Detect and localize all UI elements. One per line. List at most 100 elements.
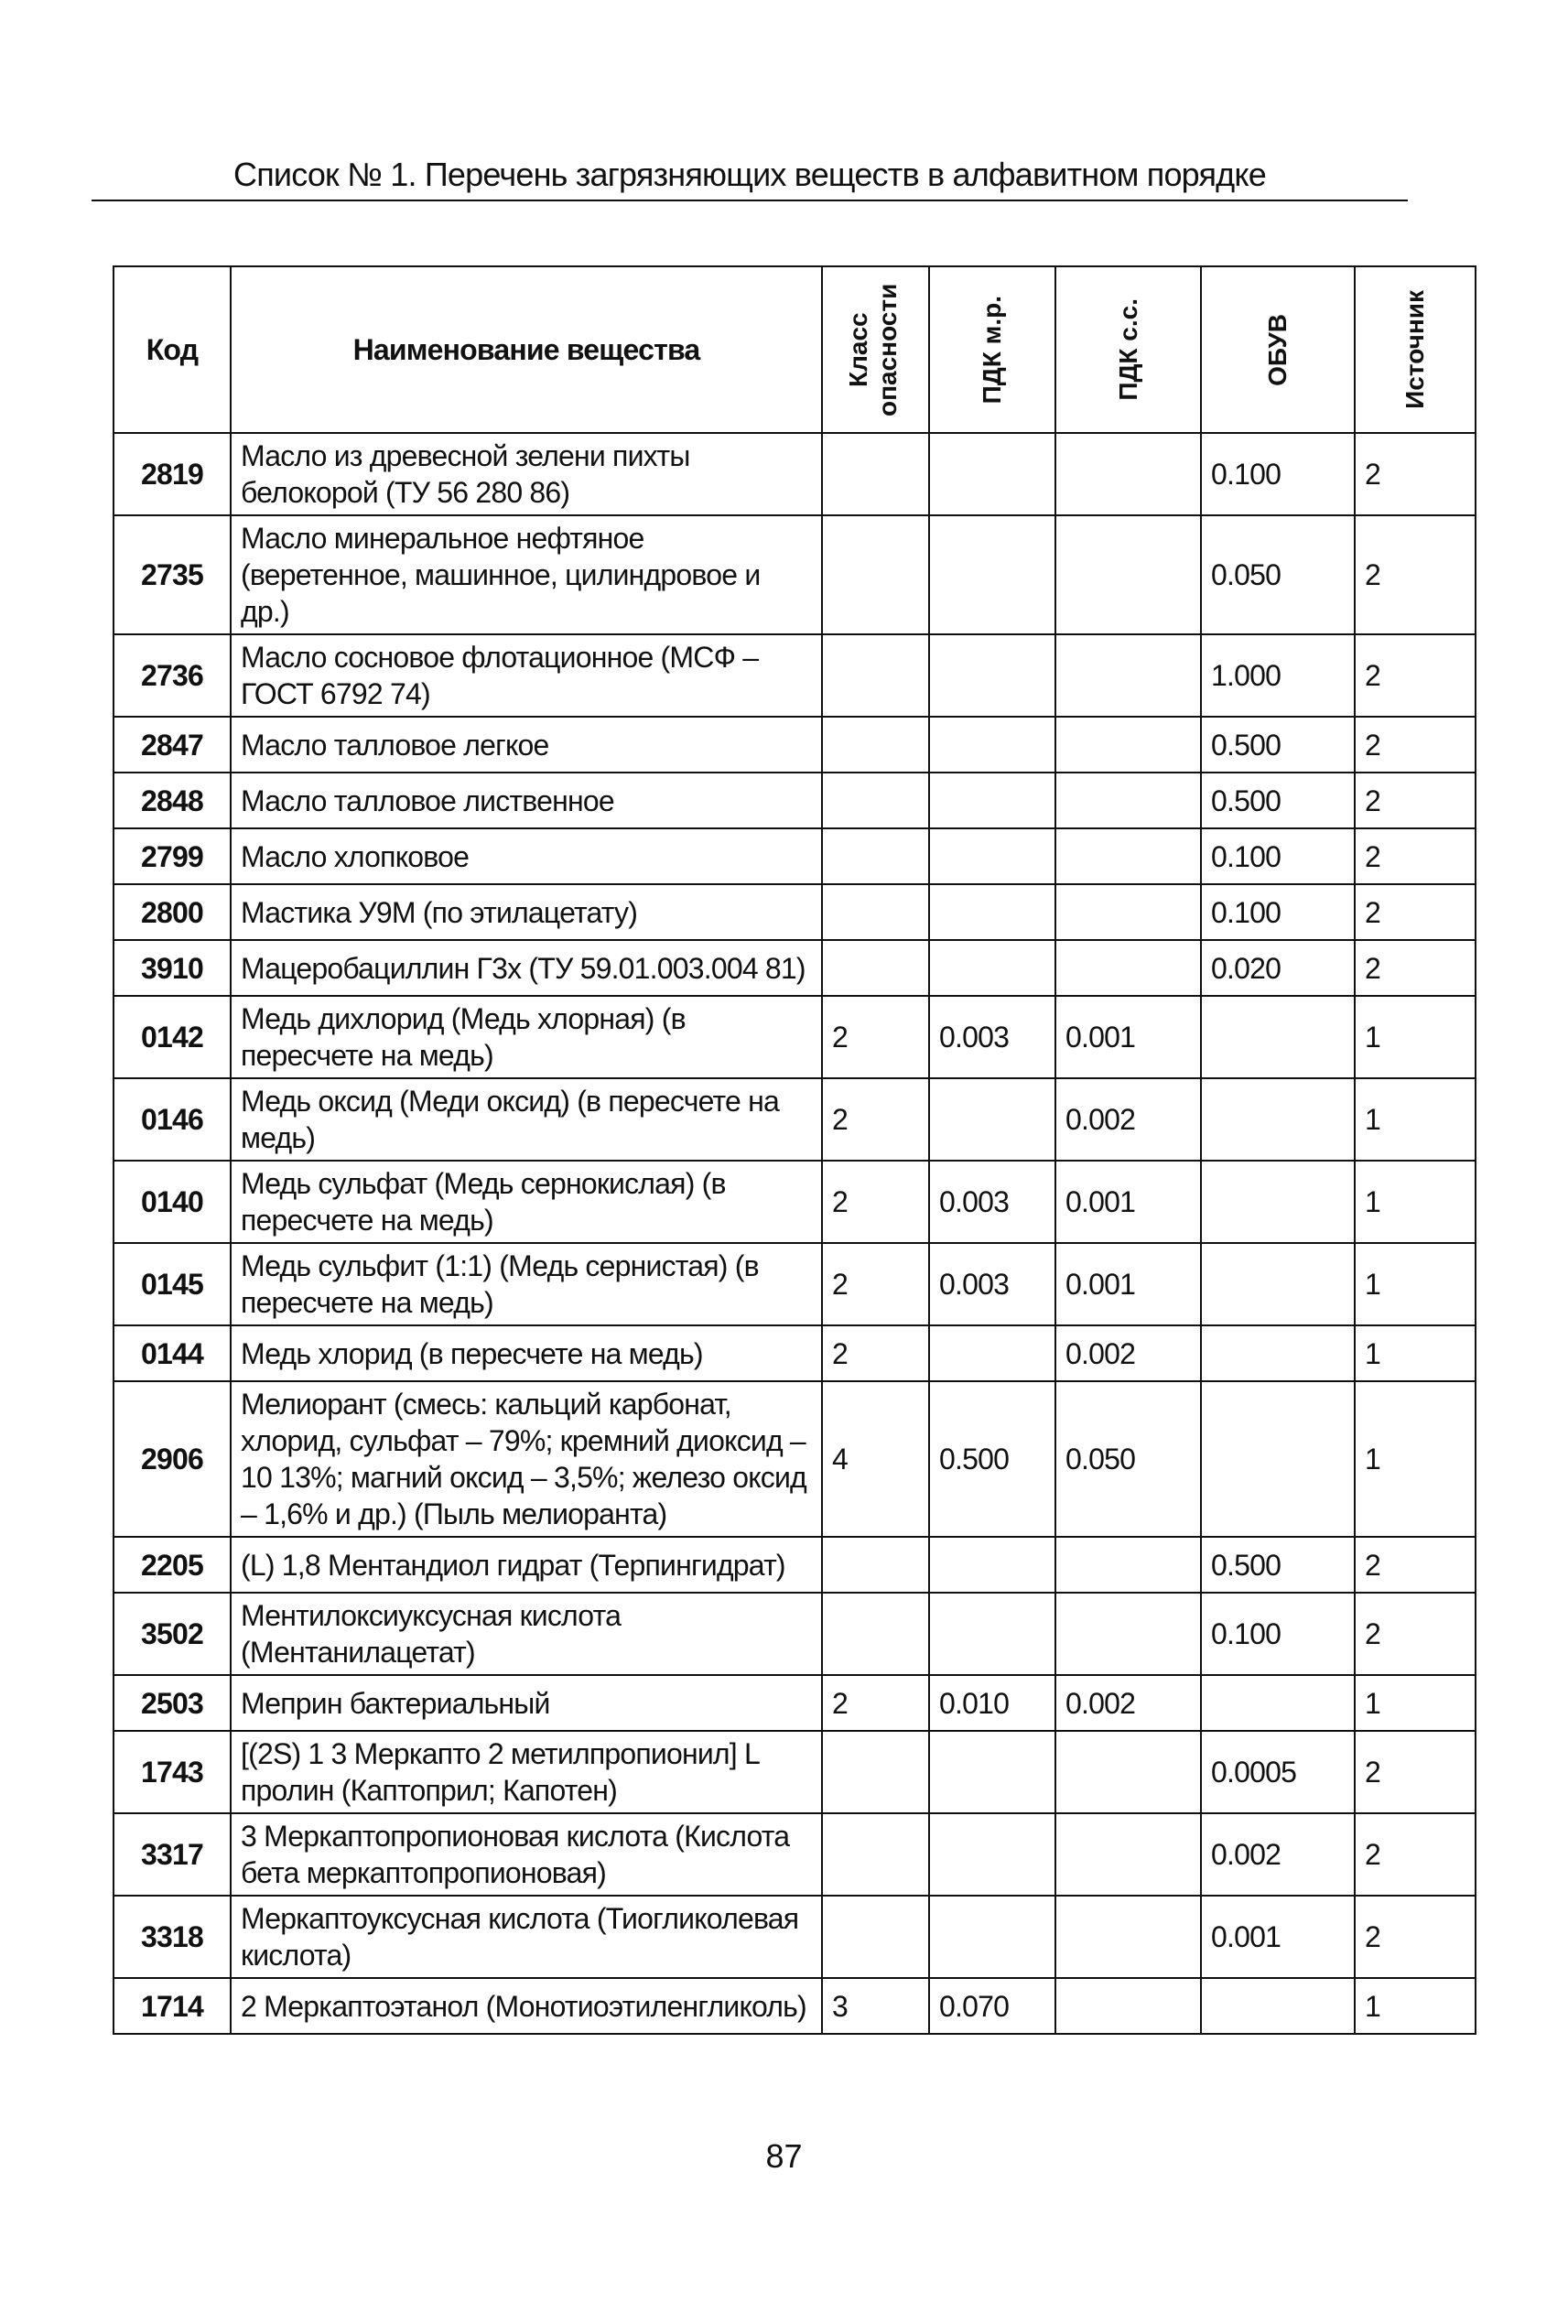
cell-name: Меприн бактериальный [230,1674,823,1732]
cell-pdk-mr [928,633,1056,718]
cell-obuv: 0.100 [1200,1592,1356,1676]
cell-source: 2 [1354,716,1476,773]
cell-obuv: 0.002 [1200,1812,1356,1897]
cell-source: 2 [1354,827,1476,885]
cell-source: 2 [1354,1895,1476,1979]
cell-pdk-mr [928,1895,1056,1979]
cell-obuv [1200,1977,1356,2035]
table-row: 2735 Масло минеральное нефтяное (веретенн… [113,514,1476,635]
cell-code: 2736 [113,633,232,718]
table-row: 2205 (L) 1,8 Ментандиол гидрат (Терпингид… [113,1536,1476,1594]
table-row: 0145 Медь сульфит (1:1) (Медь сернистая) … [113,1242,1476,1326]
cell-pdk-ss [1054,939,1202,997]
cell-hazard-class: 2 [821,1077,930,1162]
table-row: 2736 Масло сосновое флотационное (МСФ – Г… [113,633,1476,718]
cell-code: 0140 [113,1160,232,1244]
cell-source: 2 [1354,1812,1476,1897]
cell-source: 2 [1354,772,1476,829]
cell-pdk-ss: 0.002 [1054,1324,1202,1382]
cell-pdk-mr [928,1592,1056,1676]
table-row: 3317 3 Меркаптопропионовая кислота (Кисло… [113,1812,1476,1897]
cell-code: 3318 [113,1895,232,1979]
cell-obuv: 0.500 [1200,716,1356,773]
cell-pdk-mr [928,1077,1056,1162]
cell-pdk-mr [928,827,1056,885]
table-row: 0146 Медь оксид (Меди оксид) (в пересчете… [113,1077,1476,1162]
cell-pdk-mr [928,716,1056,773]
cell-source: 2 [1354,1592,1476,1676]
cell-obuv: 0.500 [1200,1536,1356,1594]
cell-pdk-mr [928,772,1056,829]
cell-name: Масло из древесной зелени пихты белокоро… [230,432,823,516]
cell-code: 2735 [113,514,232,635]
cell-code: 2800 [113,883,232,941]
cell-pdk-mr: 0.003 [928,1242,1056,1326]
header-source-label: Источник [1400,290,1429,409]
cell-name: Медь оксид (Меди оксид) (в пересчете на … [230,1077,823,1162]
cell-source: 2 [1354,432,1476,516]
cell-code: 0142 [113,995,232,1079]
cell-hazard-class: 2 [821,1674,930,1732]
cell-pdk-ss [1054,1536,1202,1594]
cell-obuv: 0.100 [1200,432,1356,516]
cell-hazard-class [821,1895,930,1979]
cell-code: 3317 [113,1812,232,1897]
title-divider [92,200,1408,201]
cell-hazard-class [821,716,930,773]
header-pdk-ss: ПДК с.с. [1054,265,1202,434]
cell-source: 2 [1354,883,1476,941]
cell-source: 2 [1354,1730,1476,1814]
cell-pdk-mr [928,1324,1056,1382]
cell-name: Мастика У9М (по этилацетату) [230,883,823,941]
header-source: Источник [1354,265,1476,434]
cell-pdk-ss [1054,514,1202,635]
cell-hazard-class [821,939,930,997]
cell-source: 1 [1354,1674,1476,1732]
cell-pdk-ss [1054,1895,1202,1979]
cell-code: 2847 [113,716,232,773]
table-row: 3910 Мацеробациллин Г3х (ТУ 59.01.003.004… [113,939,1476,997]
cell-name: Масло хлопковое [230,827,823,885]
header-code: Код [113,265,232,434]
header-pdk-mr-label: ПДК м.р. [978,295,1006,405]
cell-name: Масло талловое лиственное [230,772,823,829]
cell-hazard-class: 4 [821,1380,930,1538]
cell-pdk-ss [1054,716,1202,773]
cell-obuv: 0.100 [1200,883,1356,941]
cell-name: Мацеробациллин Г3х (ТУ 59.01.003.004 81) [230,939,823,997]
cell-code: 2906 [113,1380,232,1538]
cell-code: 2205 [113,1536,232,1594]
cell-pdk-mr: 0.500 [928,1380,1056,1538]
cell-name: Масло талловое легкое [230,716,823,773]
cell-hazard-class [821,827,930,885]
cell-pdk-mr: 0.070 [928,1977,1056,2035]
cell-name: Медь дихлорид (Медь хлорная) (в пересчет… [230,995,823,1079]
table-row: 2503 Меприн бактериальный 2 0.010 0.002 1 [113,1674,1476,1732]
header-hazard-class-label: Класс опасности [843,283,902,416]
cell-pdk-ss [1054,883,1202,941]
cell-pdk-ss: 0.001 [1054,1160,1202,1244]
cell-name: Медь сульфит (1:1) (Медь сернистая) (в п… [230,1242,823,1326]
table-row: 3318 Меркаптоуксусная кислота (Тиогликоле… [113,1895,1476,1979]
cell-pdk-mr [928,1812,1056,1897]
cell-code: 1743 [113,1730,232,1814]
cell-pdk-ss [1054,1730,1202,1814]
header-pdk-ss-label: ПДК с.с. [1113,298,1142,401]
cell-hazard-class: 2 [821,995,930,1079]
cell-pdk-ss [1054,432,1202,516]
cell-source: 2 [1354,514,1476,635]
table-row: 0144 Медь хлорид (в пересчете на медь) 2 0.… [113,1324,1476,1382]
cell-code: 2819 [113,432,232,516]
table-row: 0142 Медь дихлорид (Медь хлорная) (в пере… [113,995,1476,1079]
cell-obuv [1200,1242,1356,1326]
cell-obuv: 0.020 [1200,939,1356,997]
cell-hazard-class [821,1592,930,1676]
cell-pdk-mr [928,1536,1056,1594]
cell-pdk-ss [1054,772,1202,829]
cell-obuv: 0.500 [1200,772,1356,829]
cell-pdk-ss: 0.001 [1054,1242,1202,1326]
cell-code: 3910 [113,939,232,997]
cell-name: (L) 1,8 Ментандиол гидрат (Терпингидрат) [230,1536,823,1594]
cell-code: 2848 [113,772,232,829]
cell-pdk-mr [928,1730,1056,1814]
